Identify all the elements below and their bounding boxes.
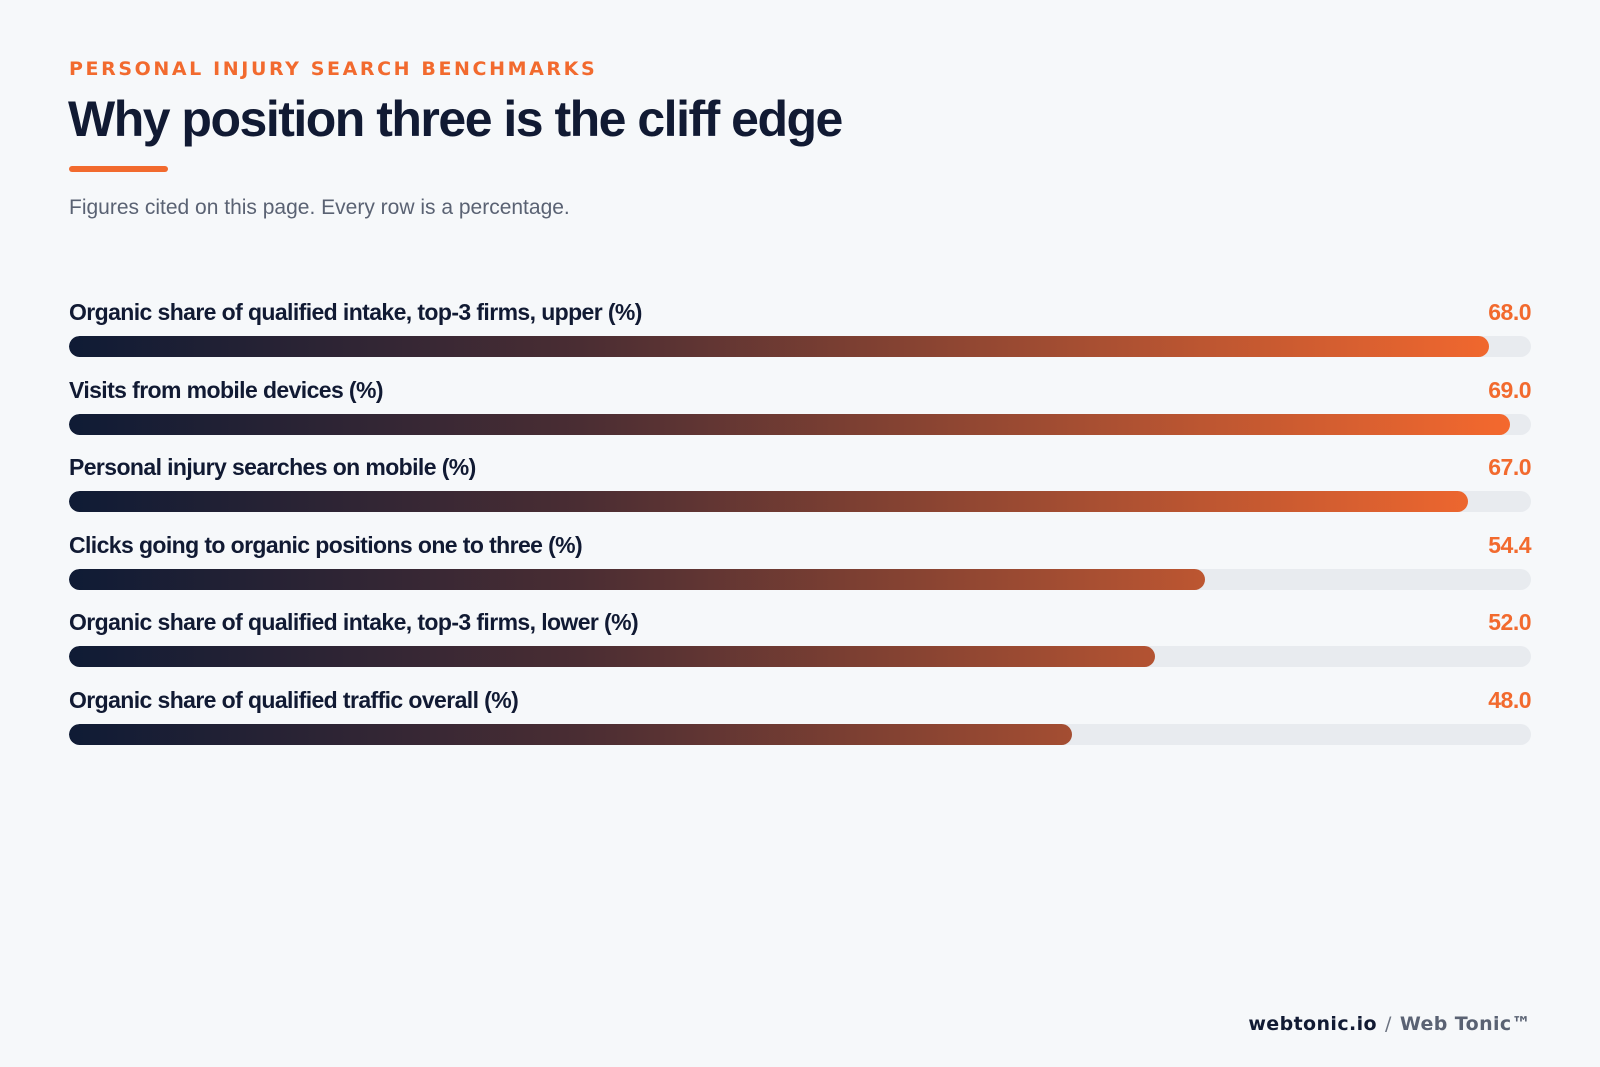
bar-label: Visits from mobile devices (%) — [69, 376, 384, 403]
bar-track — [69, 723, 1531, 745]
bar-track — [69, 491, 1531, 512]
bar-fill — [69, 646, 1156, 667]
bar-track — [69, 336, 1531, 357]
bar-row: Organic share of qualified traffic overa… — [69, 681, 1531, 759]
chart-subtitle: Figures cited on this page. Every row is… — [69, 196, 570, 219]
title-underline — [69, 166, 168, 172]
footer-credit: webtonic.io / Web Tonic™ — [1248, 1013, 1531, 1035]
bar-label: Organic share of qualified intake, top-3… — [69, 299, 642, 325]
bar-row: Visits from mobile devices (%) 69.0 — [69, 371, 1531, 449]
bar-chart: Organic share of qualified intake, top-3… — [69, 293, 1531, 758]
bar-fill — [69, 568, 1206, 590]
bar-row: Personal injury searches on mobile (%) 67… — [69, 448, 1531, 526]
footer-separator: / — [1385, 1013, 1392, 1035]
page-title: Why position three is the cliff edge — [68, 91, 843, 147]
bar-label: Organic share of qualified traffic overa… — [69, 686, 519, 713]
bar-track — [69, 646, 1531, 667]
bar-row: Clicks going to organic positions one to… — [69, 526, 1531, 604]
bar-value-label: 67.0 — [1488, 454, 1531, 480]
bar-fill — [69, 723, 1072, 745]
bar-value-label: 48.0 — [1488, 686, 1531, 713]
footer-brand: Web Tonic™ — [1399, 1013, 1531, 1035]
bar-label: Clicks going to organic positions one to… — [69, 531, 583, 558]
footer-site: webtonic.io — [1248, 1013, 1377, 1035]
bar-fill — [69, 336, 1490, 357]
bar-value-label: 52.0 — [1488, 609, 1531, 635]
bar-label: Personal injury searches on mobile (%) — [69, 454, 476, 480]
bar-track — [69, 568, 1531, 590]
bar-row: Organic share of qualified intake, top-3… — [69, 603, 1531, 681]
bar-label: Organic share of qualified intake, top-3… — [69, 609, 639, 635]
bar-track — [69, 413, 1531, 435]
bar-value-label: 68.0 — [1488, 299, 1531, 325]
bar-fill — [69, 413, 1511, 435]
bar-fill — [69, 491, 1469, 512]
eyebrow-label: PERSONAL INJURY SEARCH BENCHMARKS — [69, 58, 598, 80]
bar-row: Organic share of qualified intake, top-3… — [69, 293, 1531, 371]
bar-value-label: 54.4 — [1488, 531, 1531, 558]
bar-value-label: 69.0 — [1488, 376, 1531, 403]
